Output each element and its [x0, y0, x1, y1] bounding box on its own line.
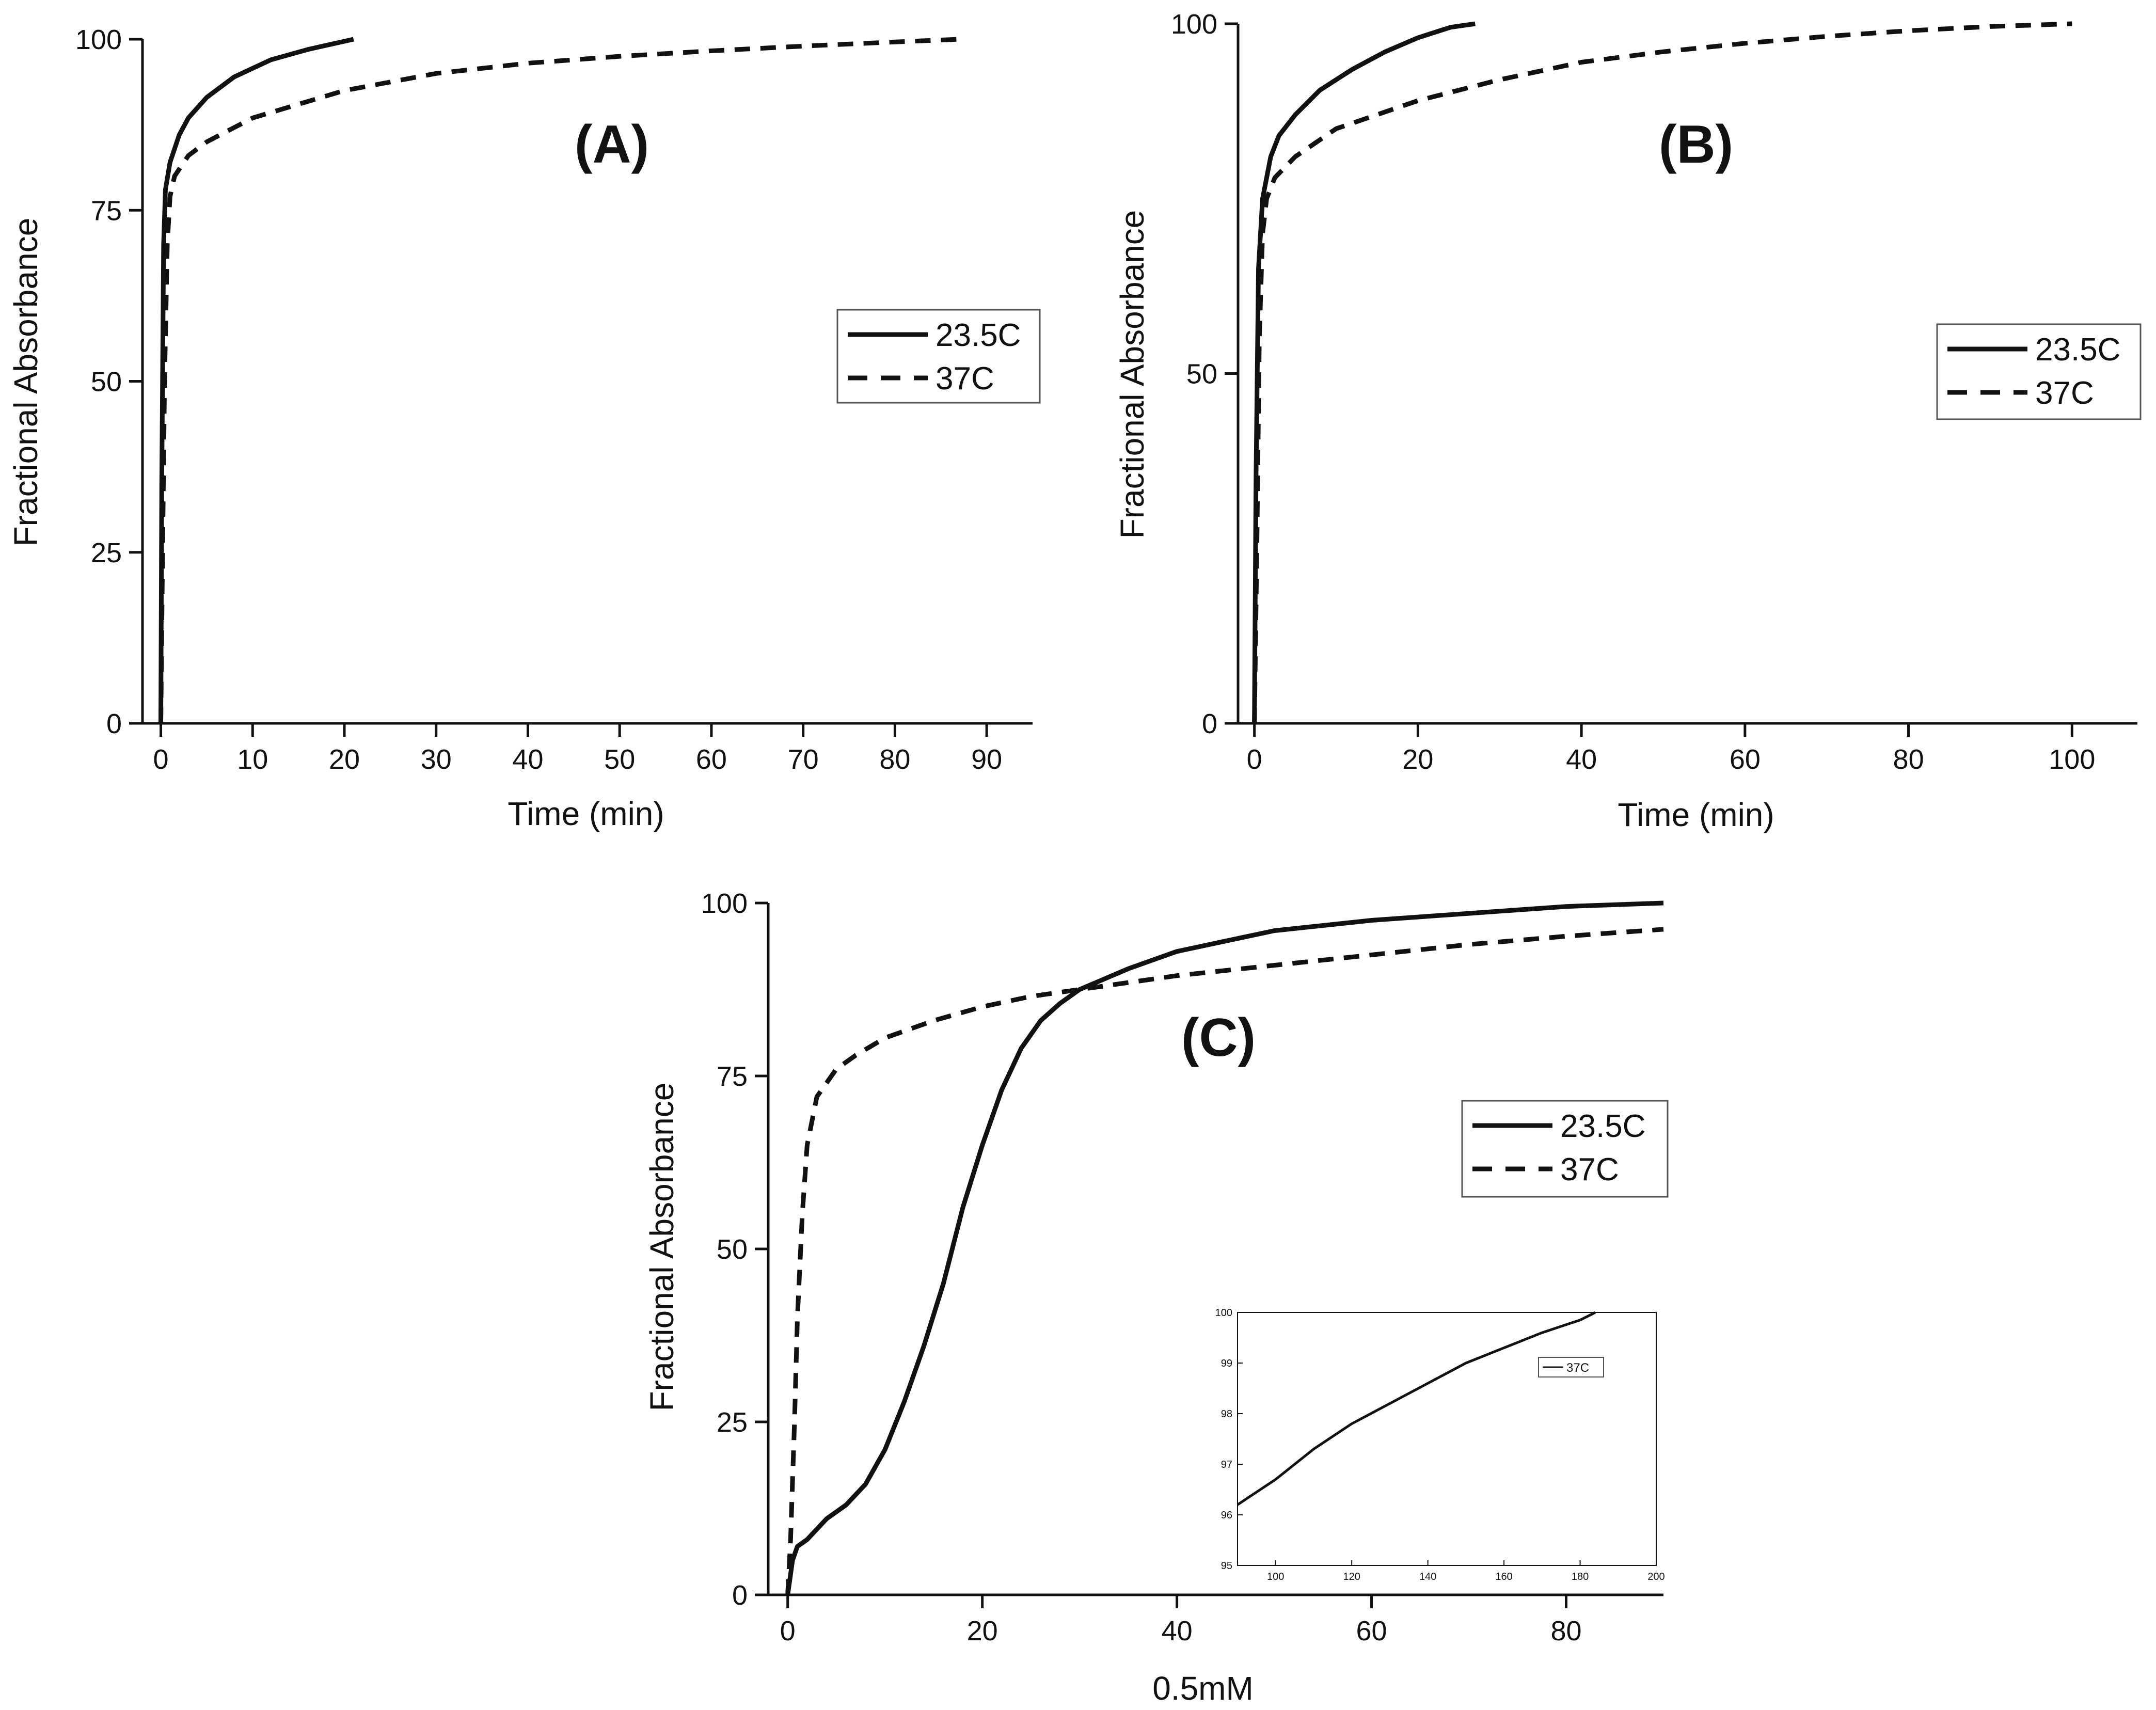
chart-panel-b: 0 20 40 60 80 100 0 50 100 Time (min) Fractional A… [1114, 9, 2142, 833]
legend-label: 23.5C [2035, 332, 2120, 368]
legend-box [836, 309, 1041, 404]
chart-panel-a: 0 10 20 30 40 50 60 70 80 90 0 25 50 75 100 Time (min) F… [7, 24, 1041, 832]
y-tick-label: 0 [106, 708, 122, 739]
y-tick-label: 75 [717, 1061, 748, 1092]
y-axis-title: Fractional Absorbance [643, 1083, 680, 1412]
inset-y-tick-label: 99 [1221, 1358, 1232, 1369]
inset-x-tick-label: 120 [1343, 1571, 1360, 1582]
x-tick-label: 80 [1893, 744, 1924, 775]
x-tick-label: 100 [2049, 744, 2095, 775]
panel-title: (A) [575, 115, 649, 175]
y-tick-label: 25 [91, 537, 122, 568]
x-axis-title: Time (min) [1618, 796, 1774, 833]
inset-chart: 100 120 140 160 180 200 95 96 97 98 99 100 37C [1215, 1307, 1665, 1582]
x-tick-label: 60 [1356, 1616, 1387, 1646]
panel-title: (C) [1181, 1008, 1256, 1068]
legend: 23.5C 37C [1936, 323, 2142, 420]
y-tick-label: 50 [91, 367, 122, 398]
x-tick-label: 0 [1247, 744, 1262, 775]
x-tick-label: 90 [971, 744, 1002, 775]
x-tick-label: 80 [1550, 1616, 1581, 1646]
legend-label: 37C [2035, 375, 2094, 411]
inset-legend-label: 37C [1566, 1361, 1589, 1375]
legend: 23.5C 37C [1461, 1100, 1669, 1198]
inset-y-tick-label: 95 [1221, 1560, 1232, 1572]
x-tick-label: 20 [967, 1616, 998, 1646]
series-line-37c [785, 927, 1664, 1595]
y-tick-label: 100 [1171, 9, 1217, 40]
y-tick-label: 50 [717, 1234, 748, 1265]
y-tick-label: 100 [75, 24, 122, 55]
x-tick-label: 40 [1566, 744, 1597, 775]
legend-label: 23.5C [936, 318, 1021, 353]
inset-x-tick-label: 200 [1647, 1571, 1664, 1582]
inset-x-tick-label: 140 [1419, 1571, 1436, 1582]
series-line-23-5c [1252, 21, 1476, 724]
y-tick-label: 50 [1186, 359, 1217, 390]
legend-box [1461, 1100, 1669, 1198]
y-tick-label: 0 [732, 1580, 748, 1611]
x-tick-label: 40 [1162, 1616, 1193, 1646]
y-tick-label: 25 [717, 1407, 748, 1438]
legend: 23.5C 37C [836, 309, 1041, 404]
x-axis-title: 0.5mM [1152, 1670, 1254, 1707]
inset-series-line [1236, 1311, 1596, 1506]
inset-y-tick-label: 100 [1215, 1307, 1232, 1319]
inset-frame [1237, 1312, 1657, 1566]
inset-y-tick-label: 96 [1221, 1510, 1232, 1521]
x-tick-label: 80 [879, 744, 910, 775]
series-line-23-5c [785, 900, 1664, 1595]
y-tick-label: 0 [1202, 708, 1217, 739]
x-tick-label: 0 [780, 1616, 796, 1646]
y-tick-label: 75 [91, 195, 122, 226]
x-tick-label: 40 [512, 744, 543, 775]
y-axis-title: Fractional Absorbance [1114, 210, 1151, 539]
x-tick-label: 60 [1730, 744, 1761, 775]
series-line-23-5c [158, 37, 354, 724]
x-tick-label: 70 [788, 744, 819, 775]
x-tick-label: 20 [329, 744, 360, 775]
inset-x-tick-label: 180 [1572, 1571, 1589, 1582]
chart-panel-c: 0 20 40 60 80 0 25 50 75 100 0.5mM Fractional Absor… [643, 888, 1669, 1707]
legend-label: 23.5C [1560, 1109, 1645, 1144]
x-tick-label: 60 [696, 744, 727, 775]
x-tick-label: 20 [1402, 744, 1433, 775]
inset-y-tick-label: 98 [1221, 1408, 1232, 1420]
legend-box [1936, 323, 2142, 420]
legend-label: 37C [1560, 1152, 1619, 1188]
x-tick-label: 10 [237, 744, 268, 775]
x-tick-label: 30 [421, 744, 452, 775]
y-tick-label: 100 [701, 888, 748, 919]
legend-label: 37C [936, 361, 994, 397]
x-tick-label: 50 [604, 744, 635, 775]
inset-y-tick-label: 97 [1221, 1459, 1232, 1470]
inset-x-tick-label: 160 [1495, 1571, 1512, 1582]
x-tick-label: 0 [153, 744, 169, 775]
inset-x-tick-label: 100 [1267, 1571, 1284, 1582]
y-axis-title: Fractional Absorbance [7, 218, 44, 547]
panel-title: (B) [1659, 115, 1733, 175]
x-axis-title: Time (min) [508, 795, 664, 832]
series-line-37c [158, 37, 959, 724]
